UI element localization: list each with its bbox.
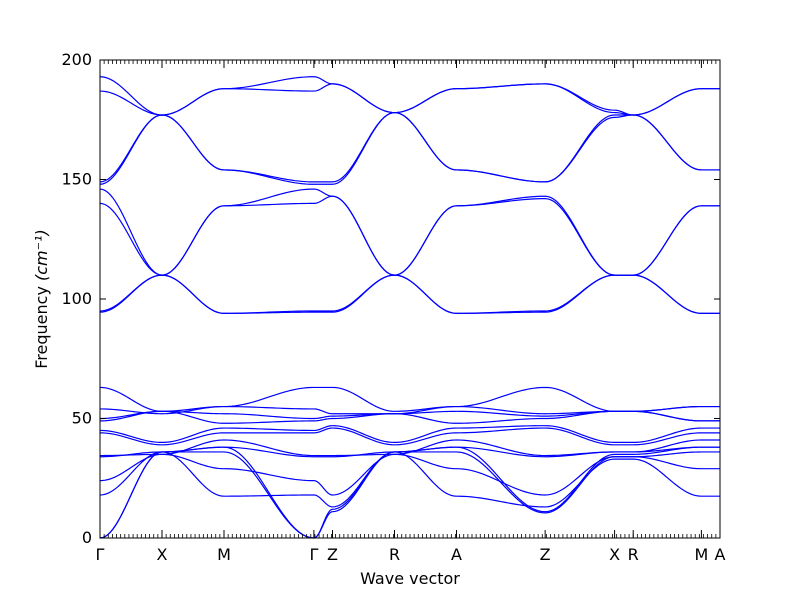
band-line-9	[99, 386, 720, 412]
band-line-6	[99, 195, 720, 276]
y-tick-label-0: 0	[82, 528, 92, 547]
band-line-18	[99, 451, 720, 508]
x-tick-label-A: A	[451, 545, 462, 564]
band-line-8	[99, 274, 720, 314]
x-tick-label-X: X	[157, 545, 168, 564]
band-line-2	[99, 83, 720, 116]
plot-frame	[99, 59, 721, 539]
series-layer	[99, 76, 720, 539]
x-tick-label-A: A	[715, 545, 726, 564]
x-tick-label-Z: Z	[540, 545, 551, 564]
y-tick-label-150: 150	[61, 170, 92, 189]
y-axis-title-text: Frequency	[32, 286, 51, 369]
x-tick-label-Γ: Γ	[309, 545, 318, 564]
band-line-13	[99, 425, 720, 444]
band-line-19	[99, 446, 720, 539]
x-tick-label-Z: Z	[327, 545, 338, 564]
x-tick-label-M: M	[217, 545, 231, 564]
x-tick-label-Γ: Γ	[96, 545, 105, 564]
x-axis-title: Wave vector	[360, 569, 460, 588]
band-line-10	[99, 405, 720, 415]
y-tick-label-50: 50	[72, 409, 92, 428]
band-line-3	[99, 111, 720, 183]
y-axis-unit: (cm⁻¹)	[32, 229, 51, 281]
band-line-14	[99, 427, 720, 446]
x-tick-label-R: R	[389, 545, 400, 564]
band-line-20	[99, 451, 720, 539]
x-tick-label-X: X	[609, 545, 620, 564]
y-axis-title: Frequency (cm⁻¹)	[32, 229, 51, 368]
band-line-12	[99, 410, 720, 424]
band-line-4	[99, 111, 720, 185]
band-line-5	[99, 188, 720, 276]
y-tick-label-200: 200	[61, 50, 92, 69]
x-tick-label-M: M	[694, 545, 708, 564]
band-line-17	[99, 453, 720, 496]
tick-layer	[99, 59, 721, 539]
x-tick-label-R: R	[628, 545, 639, 564]
y-tick-label-100: 100	[61, 289, 92, 308]
